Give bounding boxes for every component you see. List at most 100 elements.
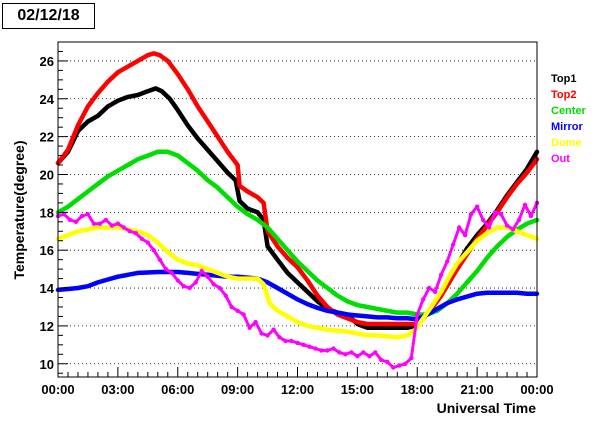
data-point-out bbox=[127, 229, 132, 234]
legend-entry: Out bbox=[551, 153, 570, 165]
data-point-out bbox=[253, 319, 258, 325]
data-point-out bbox=[457, 225, 462, 230]
data-point-out bbox=[223, 293, 228, 298]
data-point-out bbox=[247, 325, 252, 330]
data-point-out bbox=[169, 270, 174, 276]
data-point-out bbox=[271, 327, 276, 332]
data-point-out bbox=[259, 331, 264, 336]
series-line-mirror bbox=[55, 269, 540, 322]
series-layer bbox=[55, 51, 540, 370]
data-point-out bbox=[115, 221, 121, 226]
data-point-out bbox=[468, 212, 474, 217]
data-point-out bbox=[151, 248, 156, 253]
data-point-out bbox=[397, 363, 402, 368]
data-point-out bbox=[385, 359, 390, 365]
data-point-out bbox=[175, 278, 180, 283]
data-point-out bbox=[480, 217, 486, 223]
data-point-out bbox=[229, 304, 234, 310]
data-point-out bbox=[67, 217, 73, 223]
legend-entry: Mirror bbox=[551, 121, 584, 133]
data-point-out bbox=[79, 213, 85, 219]
data-point-out bbox=[91, 221, 97, 226]
series-line-top2 bbox=[55, 51, 540, 327]
data-point-out bbox=[265, 333, 270, 338]
y-tick-label: 20 bbox=[40, 167, 54, 182]
data-point-out bbox=[85, 212, 91, 217]
data-point-out bbox=[133, 231, 138, 236]
x-tick-label: 18:00 bbox=[401, 382, 434, 397]
series-line-dome bbox=[55, 225, 540, 340]
legend-entry: Dome bbox=[551, 137, 582, 149]
data-point-out bbox=[474, 204, 480, 209]
x-tick-label: 15:00 bbox=[341, 382, 374, 397]
data-point-out bbox=[145, 240, 150, 245]
data-point-out bbox=[109, 223, 115, 228]
data-point-out bbox=[97, 221, 103, 226]
data-point-out bbox=[415, 312, 420, 317]
data-point-out bbox=[277, 335, 282, 340]
data-point-out bbox=[337, 350, 342, 355]
data-point-out bbox=[403, 361, 408, 366]
data-point-out bbox=[313, 346, 318, 351]
legend-entry: Center bbox=[551, 105, 587, 117]
data-point-out bbox=[181, 284, 186, 289]
series-line-center bbox=[55, 149, 540, 317]
data-point-out bbox=[301, 342, 306, 347]
x-tick-label: 06:00 bbox=[161, 382, 194, 397]
data-point-out bbox=[379, 357, 384, 363]
axis-ticks: 10 12 14 16 18 20 22 24 26 00:00 03:00 06:00 09:00 12… bbox=[40, 41, 554, 397]
data-point-out bbox=[187, 285, 192, 291]
data-point-out bbox=[451, 242, 456, 247]
data-point-out bbox=[73, 219, 79, 224]
plot-frame bbox=[57, 41, 538, 378]
data-point-out bbox=[504, 223, 510, 228]
x-axis-label: Universal Time bbox=[437, 400, 537, 416]
data-point-out bbox=[445, 259, 450, 264]
legend: Top1 Top2 Center Mirror Dome Out bbox=[551, 73, 587, 165]
legend-entry: Top1 bbox=[551, 73, 576, 85]
y-tick-label: 10 bbox=[40, 357, 54, 372]
chart-title: 02/12/18 bbox=[2, 3, 95, 29]
y-tick-label: 18 bbox=[40, 205, 54, 220]
x-tick-label: 09:00 bbox=[221, 382, 254, 397]
data-point-out bbox=[421, 297, 426, 302]
data-point-out bbox=[193, 280, 198, 285]
data-point-out bbox=[217, 285, 222, 291]
data-point-out bbox=[439, 272, 444, 277]
data-point-out bbox=[516, 217, 522, 223]
data-point-out bbox=[462, 232, 468, 238]
data-point-out bbox=[325, 348, 330, 353]
data-point-out bbox=[319, 348, 324, 353]
y-tick-label: 26 bbox=[40, 54, 54, 69]
data-point-out bbox=[492, 210, 498, 215]
data-point-out bbox=[355, 354, 360, 359]
y-tick-label: 24 bbox=[40, 92, 55, 107]
data-point-out bbox=[121, 225, 127, 230]
data-point-out bbox=[349, 350, 354, 355]
data-point-out bbox=[61, 212, 67, 217]
data-point-out bbox=[235, 308, 240, 313]
data-point-out bbox=[343, 352, 348, 357]
data-point-out bbox=[528, 213, 534, 219]
data-point-out bbox=[103, 217, 109, 223]
data-point-out bbox=[211, 282, 216, 287]
data-point-out bbox=[283, 338, 288, 344]
data-point-out bbox=[139, 236, 144, 241]
data-point-out bbox=[199, 268, 204, 274]
y-tick-label: 16 bbox=[40, 243, 54, 258]
data-point-out bbox=[157, 257, 162, 262]
y-tick-label: 14 bbox=[40, 281, 55, 296]
data-point-out bbox=[510, 227, 516, 232]
x-tick-label: 00:00 bbox=[41, 382, 74, 397]
x-tick-label: 21:00 bbox=[461, 382, 494, 397]
data-point-out bbox=[307, 344, 312, 349]
data-point-out bbox=[433, 289, 438, 294]
y-axis-label: Temperature(degree) bbox=[11, 140, 27, 279]
legend-entry: Top2 bbox=[551, 89, 576, 101]
grid bbox=[58, 60, 537, 365]
data-point-out bbox=[373, 350, 378, 355]
data-point-out bbox=[409, 355, 414, 361]
data-point-out bbox=[391, 365, 396, 370]
data-point-out bbox=[163, 266, 168, 272]
